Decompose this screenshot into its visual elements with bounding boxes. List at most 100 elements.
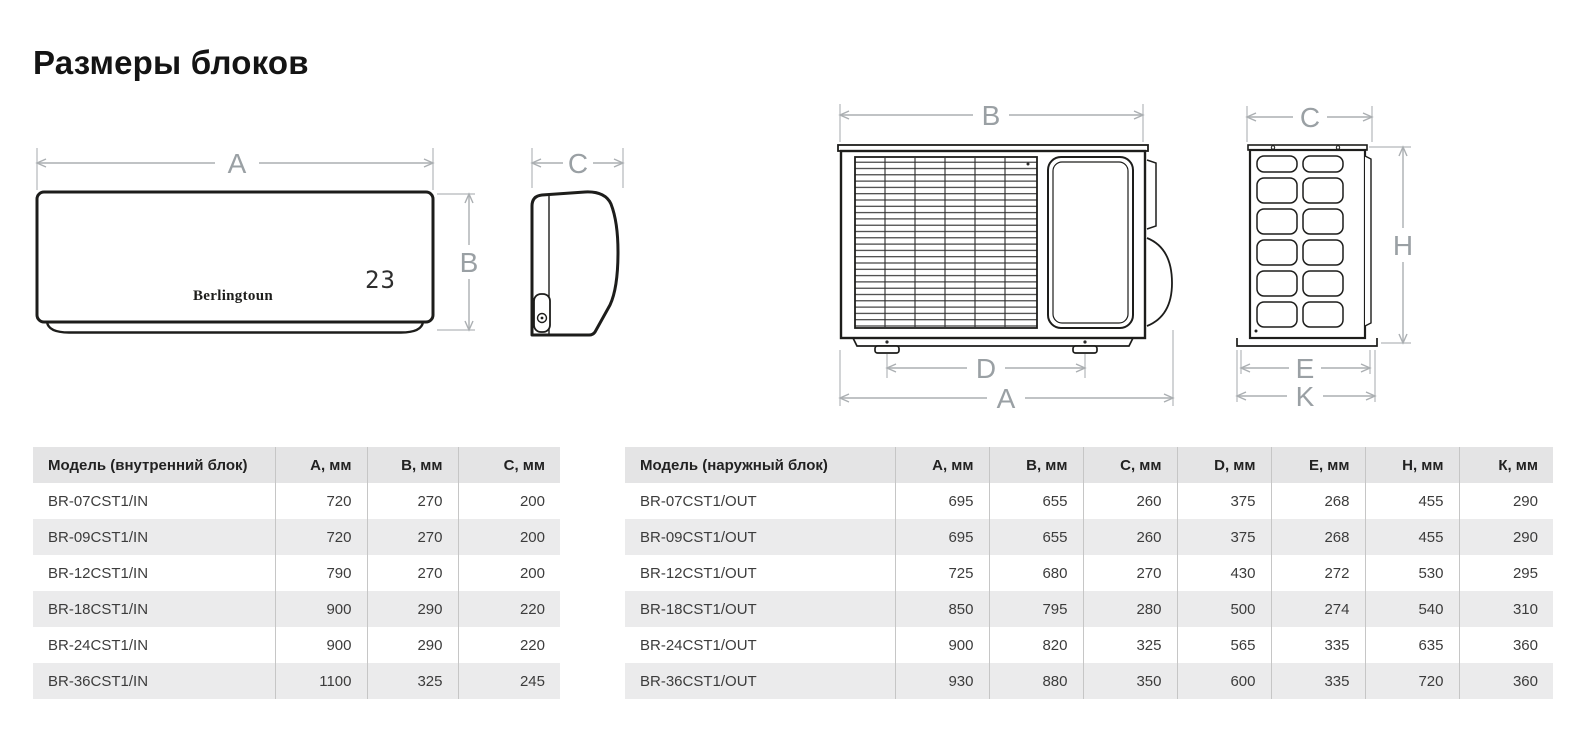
bottom-pan [852,337,1134,347]
outdoor-unit-front-drawing: B D A [837,99,1175,413]
value-cell: 930 [894,663,989,699]
value-cell: 325 [1082,627,1177,663]
value-cell: 270 [366,519,458,555]
value-cell: 290 [1458,519,1553,555]
value-cell: 245 [457,663,560,699]
model-cell: BR-18CST1/OUT [625,591,895,627]
value-cell: 430 [1176,555,1271,591]
table-row: BR-18CST1/IN 900 290 220 [33,591,560,627]
model-cell: BR-09CST1/OUT [625,519,895,555]
value-cell: 295 [1458,555,1553,591]
table-row: BR-24CST1/OUT 900 820 325 565 335 635 36… [625,627,1553,663]
dimension-label-h: H [1393,230,1413,261]
value-cell: 268 [1270,483,1365,519]
column-header-h: Н, мм [1364,447,1459,483]
value-cell: 565 [1176,627,1271,663]
model-cell: BR-09CST1/IN [33,519,275,555]
value-cell: 500 [1176,591,1271,627]
base-plate [1236,338,1378,347]
table-row: BR-24CST1/IN 900 290 220 [33,627,560,663]
value-cell: 220 [457,591,560,627]
model-cell: BR-12CST1/IN [48,564,149,582]
right-handle [1146,237,1173,327]
table-header-row: Модель (наружный блок) А, мм В, мм С, мм… [625,447,1553,483]
value-cell: 272 [1270,555,1365,591]
column-header-e: Е, мм [1270,447,1365,483]
model-cell: BR-18CST1/IN [33,591,275,627]
indoor-unit-body [35,190,435,324]
column-header-c: С, мм [1082,447,1177,483]
column-header-model: Модель (наружный блок) [625,447,895,483]
value-cell: 720 [274,483,367,519]
value-cell: 290 [366,591,458,627]
dimension-gap [1387,228,1415,262]
dimension-label-c: C [568,148,588,179]
value-cell: 530 [1364,555,1459,591]
value-cell: 880 [988,663,1083,699]
column-header-c: С, мм [457,447,560,483]
value-cell: 850 [894,591,989,627]
column-header-a: А, мм [274,447,367,483]
value-cell: 290 [1458,483,1553,519]
value-cell: 270 [366,555,458,591]
value-cell: 260 [1082,519,1177,555]
table-row: BR-07CST1/OUT 695 655 260 375 268 455 29… [625,483,1553,519]
value-cell: 274 [1270,591,1365,627]
value-cell: 260 [1082,483,1177,519]
value-cell: 360 [1458,663,1553,699]
table-row: BR-12CST1/OUT 725 680 270 430 272 530 29… [625,555,1553,591]
edge-strip [1364,155,1372,327]
value-cell: 900 [274,591,367,627]
value-cell: 220 [457,627,560,663]
value-cell: 795 [988,591,1083,627]
value-cell: 200 [457,483,560,519]
indoor-unit-front-drawing: A B Berlingtoun 23 [35,146,483,334]
vent-grid [1256,155,1344,328]
screw-dot [1254,329,1258,333]
dimension-label-a: A [997,383,1016,413]
value-cell: 655 [988,483,1083,519]
value-cell: 790 [274,555,367,591]
model-cell: BR-24CST1/IN [48,636,149,654]
side-panel [1047,156,1134,329]
outdoor-unit-side-body [1248,148,1367,340]
value-cell: 820 [988,627,1083,663]
value-cell: 1100 [274,663,367,699]
model-cell: BR-07CST1/IN [48,492,149,510]
value-cell: 540 [1364,591,1459,627]
value-cell: 270 [1082,555,1177,591]
dimension-gap [987,381,1025,413]
column-header-a: А, мм [894,447,989,483]
value-cell: 695 [894,483,989,519]
extension-lines [531,148,624,188]
model-cell: BR-07CST1/OUT [640,492,757,510]
value-cell: 360 [1458,627,1553,663]
value-cell: 655 [988,519,1083,555]
dimension-gap [215,146,259,180]
model-cell: BR-36CST1/OUT [625,663,895,699]
value-cell: 720 [1364,663,1459,699]
screw-dot [885,340,889,344]
value-cell: 375 [1176,519,1271,555]
table-row: BR-09CST1/IN 720 270 200 [33,519,560,555]
table-header-row: Модель (внутренний блок) А, мм В, мм С, … [33,447,560,483]
indoor-units-table: Модель (внутренний блок) А, мм В, мм С, … [33,447,560,699]
value-cell: 720 [274,519,367,555]
dimension-gap [1289,352,1321,384]
value-cell: 200 [457,519,560,555]
screw-dot [1026,162,1030,166]
right-bracket [1146,159,1157,230]
table-row: BR-36CST1/OUT 930 880 350 600 335 720 36… [625,663,1553,699]
value-cell: 900 [274,627,367,663]
indoor-unit-side-body [530,190,620,337]
table-row: BR-18CST1/OUT 850 795 280 500 274 540 31… [625,591,1553,627]
table-row: BR-36CST1/IN 1100 325 245 [33,663,560,699]
fan-grille [854,156,1038,329]
outdoor-units-table: Модель (наружный блок) А, мм В, мм С, мм… [625,447,1553,699]
column-header-d: D, мм [1176,447,1271,483]
model-cell: BR-12CST1/OUT [640,564,757,582]
dimension-label-e: E [1296,353,1315,384]
model-cell: BR-36CST1/IN [33,663,275,699]
column-header-b: В, мм [988,447,1083,483]
temperature-display: 23 [365,266,396,294]
